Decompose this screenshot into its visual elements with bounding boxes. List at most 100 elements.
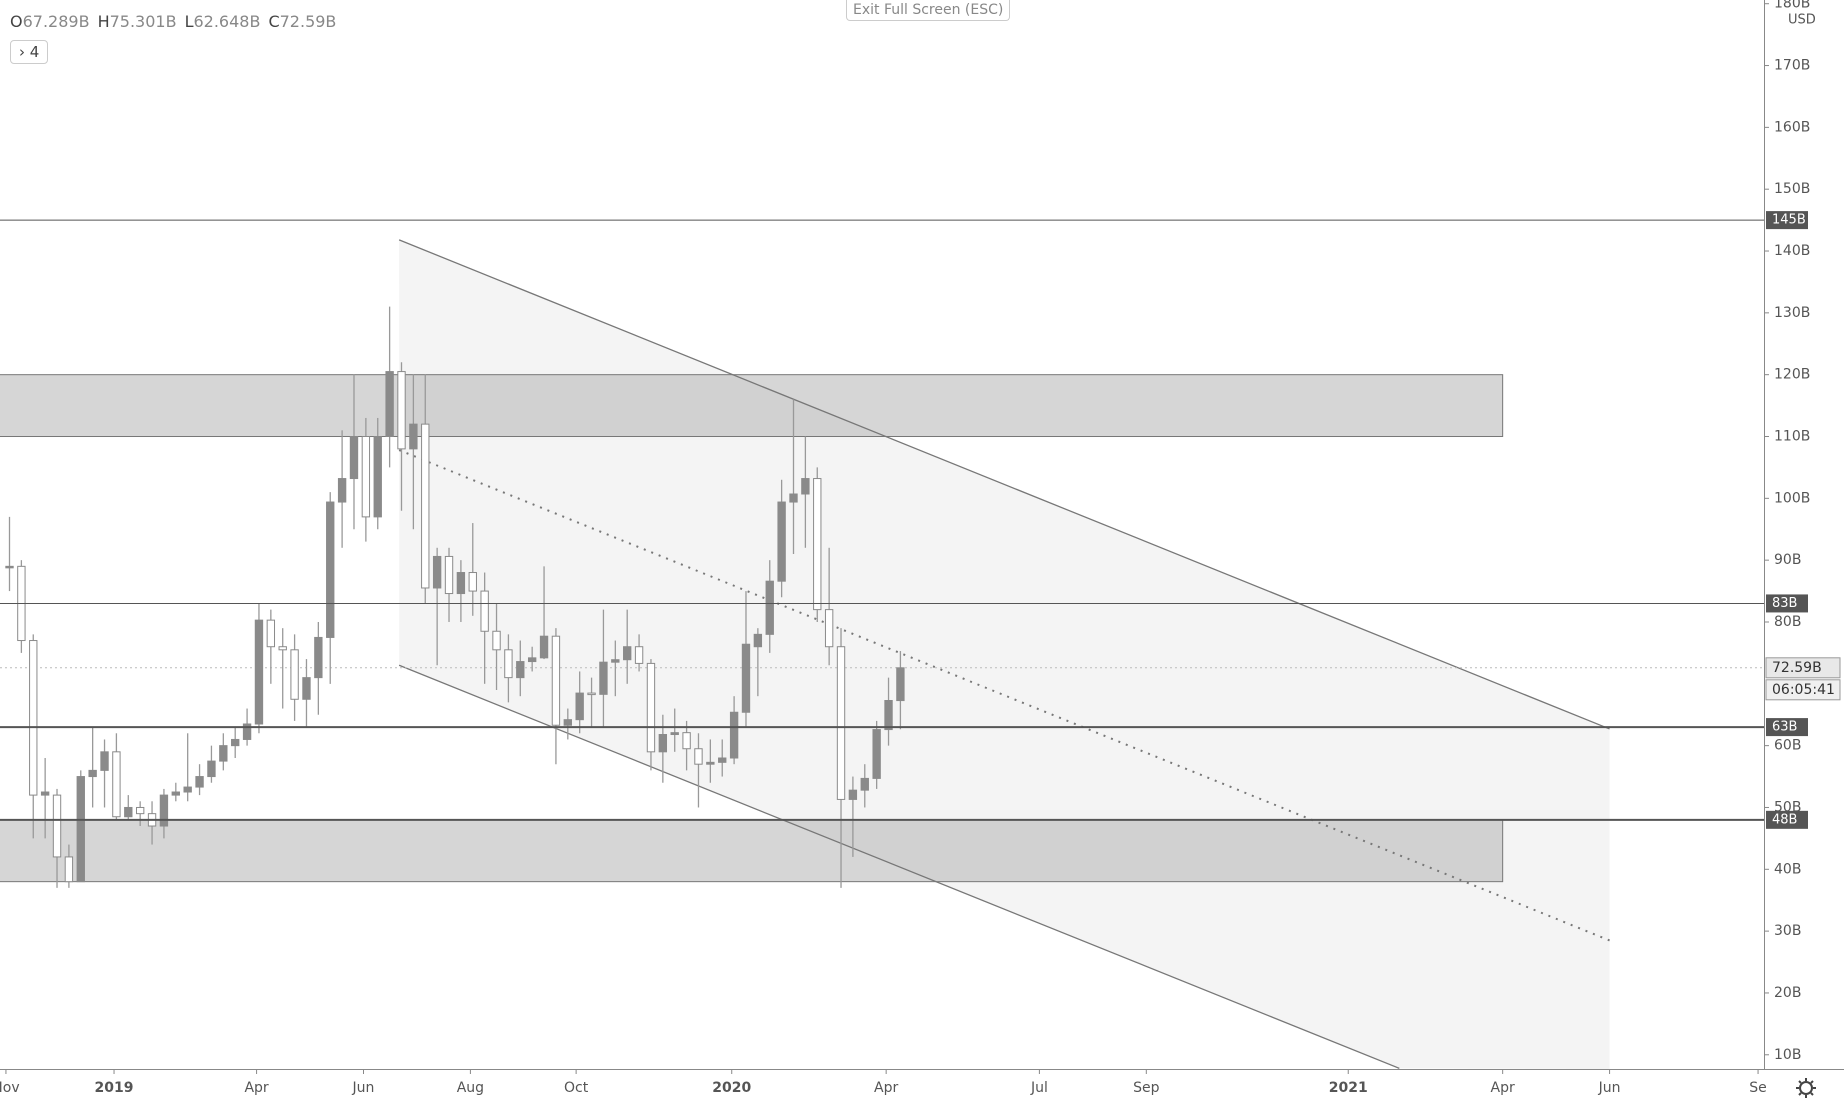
- settings-icon[interactable]: [1796, 1078, 1816, 1098]
- candle-body: [278, 646, 287, 651]
- candle-body: [658, 734, 668, 753]
- y-tick-label: 100B: [1774, 490, 1810, 506]
- ohlc-item: L62.648B: [185, 12, 261, 31]
- candle-body: [836, 646, 846, 800]
- countdown: 06:05:41: [1772, 682, 1835, 698]
- y-tick-label: 150B: [1774, 181, 1810, 197]
- y-tick-label: 40B: [1774, 861, 1801, 877]
- y-tick-label: 160B: [1774, 119, 1810, 135]
- y-tick-label: 140B: [1774, 243, 1810, 259]
- candle-body: [575, 692, 584, 721]
- candle-body: [611, 659, 620, 663]
- candle-body: [52, 794, 62, 858]
- candle-body: [741, 643, 751, 713]
- level-label: 48B: [1772, 812, 1797, 827]
- candle-body: [76, 776, 85, 883]
- candle-body: [29, 640, 38, 796]
- candle-body: [848, 789, 858, 800]
- ohlc-value: 72.59B: [279, 12, 337, 31]
- candle-body: [409, 423, 418, 450]
- exit-fullscreen-button[interactable]: Exit Full Screen (ESC): [846, 0, 1011, 21]
- candle-body: [718, 757, 727, 763]
- y-tick-label: 20B: [1774, 985, 1801, 1001]
- candle-body: [824, 609, 834, 648]
- candle-body: [729, 711, 739, 759]
- candle-body: [266, 619, 276, 648]
- candle-body: [587, 692, 596, 696]
- x-tick-label: Jun: [1598, 1080, 1621, 1096]
- ohlc-value: 75.301B: [109, 12, 177, 31]
- x-tick-label: Jul: [1030, 1080, 1048, 1096]
- currency: USD: [1788, 13, 1816, 28]
- candle-body: [646, 662, 656, 753]
- channel-mid: [398, 449, 1610, 942]
- candle-body: [40, 791, 50, 796]
- candle-body: [100, 751, 109, 771]
- y-tick-label: 110B: [1774, 429, 1810, 445]
- candle-body: [5, 565, 14, 569]
- candle-body: [373, 436, 382, 518]
- candle-body: [896, 667, 905, 702]
- candle-body: [682, 732, 691, 750]
- candle-body: [551, 635, 561, 726]
- ohlc-key: H: [97, 12, 110, 31]
- y-tick-label: 10B: [1774, 1047, 1801, 1063]
- level-label-bg: [1766, 810, 1808, 829]
- level-label-bg: [1766, 594, 1808, 613]
- last-price-label: 72.59B: [1772, 660, 1822, 676]
- candle-body: [563, 719, 572, 726]
- channel-fill: [399, 239, 1610, 1069]
- candle-body: [539, 635, 549, 659]
- countdown-bg: [1765, 679, 1841, 701]
- candle-body: [468, 572, 477, 592]
- candle-body: [884, 700, 893, 731]
- candle-body: [361, 436, 371, 518]
- x-tick-label: 2019: [95, 1080, 134, 1096]
- indicator-toggle[interactable]: › 4: [10, 40, 49, 64]
- candle-body: [765, 580, 774, 635]
- candle-body: [397, 371, 406, 450]
- level-label: 83B: [1772, 596, 1797, 611]
- candle-body: [183, 786, 192, 793]
- x-tick-label: Se: [1749, 1080, 1767, 1096]
- candle-body: [254, 619, 264, 725]
- candle-body: [860, 777, 869, 791]
- y-tick-label: 30B: [1774, 923, 1801, 939]
- candle-body: [231, 738, 240, 747]
- y-tick-label: 60B: [1774, 738, 1801, 754]
- x-tick-label: Apr: [1491, 1080, 1515, 1096]
- candle-body: [623, 646, 632, 661]
- y-tick-label: 130B: [1774, 305, 1810, 321]
- candle-body: [326, 501, 335, 638]
- candle-body: [302, 677, 311, 700]
- candle-body: [789, 493, 798, 503]
- ohlc-key: O: [10, 12, 23, 31]
- ohlc-item: H75.301B: [98, 12, 177, 31]
- x-tick-label: Aug: [457, 1080, 484, 1096]
- candle-body: [753, 633, 763, 648]
- x-tick-label: Nov: [0, 1080, 20, 1096]
- candle-body: [504, 649, 513, 679]
- candle-body: [290, 649, 299, 700]
- candle-body: [421, 423, 430, 589]
- candle-body: [112, 751, 121, 818]
- candle-body: [634, 646, 644, 664]
- candle-body: [207, 760, 216, 778]
- x-tick-label: Jun: [352, 1080, 375, 1096]
- candle-body: [706, 761, 715, 765]
- plot-area: [0, 239, 1764, 1069]
- candle-body: [135, 806, 145, 815]
- candle-body: [124, 806, 133, 818]
- candle-body: [349, 436, 359, 480]
- ohlc-value: 67.289B: [22, 12, 90, 31]
- ohlc-item: C72.59B: [268, 12, 336, 31]
- candle-body: [872, 729, 881, 779]
- candle-body: [385, 371, 394, 438]
- channel-lower: [398, 664, 1400, 1069]
- candle-body: [599, 661, 608, 695]
- zone: [0, 819, 1504, 883]
- candle-body: [171, 791, 180, 796]
- x-tick-label: Sep: [1133, 1080, 1160, 1096]
